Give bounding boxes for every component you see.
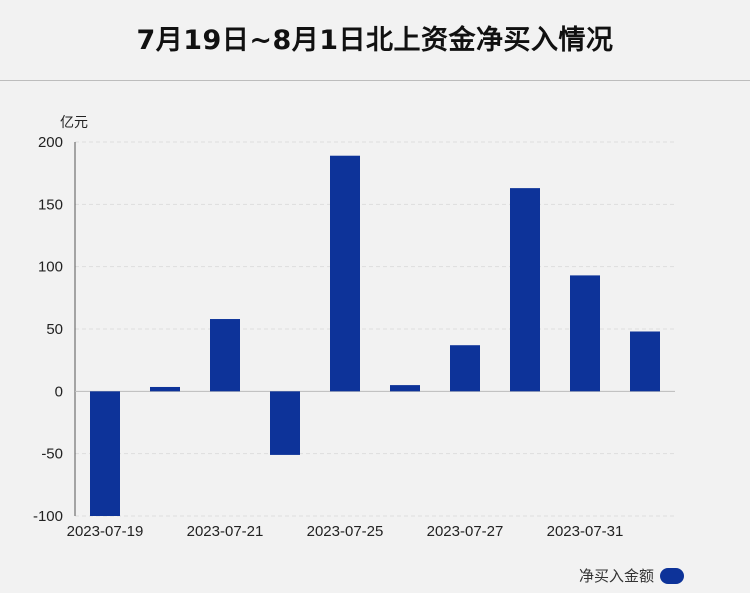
bar	[450, 345, 480, 392]
bars	[90, 155, 660, 516]
bar	[570, 275, 600, 392]
bar	[330, 155, 360, 392]
legend-label: 净买入金额	[578, 567, 654, 585]
y-tick-label: 0	[55, 383, 63, 400]
x-tick-label: 2023-07-21	[187, 523, 264, 540]
legend: 净买入金额	[579, 565, 684, 586]
bar	[510, 188, 540, 392]
y-axis-unit: 亿元	[60, 115, 88, 131]
y-tick-label: -100	[33, 508, 63, 525]
y-tick-label: 100	[38, 259, 63, 276]
bar	[90, 391, 120, 516]
bar	[270, 391, 300, 455]
y-tick-label: -50	[41, 446, 63, 463]
tick-labels: -100 -50 0 50 100 150 200 2023-07-19 2023-07-21 2…	[33, 134, 623, 540]
bar	[630, 331, 660, 392]
bar	[210, 319, 240, 392]
legend-swatch	[660, 567, 684, 584]
x-tick-label: 2023-07-27	[427, 523, 504, 540]
x-tick-label: 2023-07-19	[67, 523, 144, 540]
y-tick-label: 150	[38, 196, 63, 213]
y-tick-label: 50	[46, 321, 63, 338]
chart-title: 7月19日~8月1日北上资金净买入情况	[136, 25, 614, 56]
bar	[150, 386, 180, 392]
x-tick-label: 2023-07-31	[547, 523, 624, 540]
y-tick-label: 200	[38, 134, 63, 151]
bar	[390, 385, 420, 392]
title-divider	[0, 80, 750, 81]
x-tick-label: 2023-07-25	[307, 523, 384, 540]
